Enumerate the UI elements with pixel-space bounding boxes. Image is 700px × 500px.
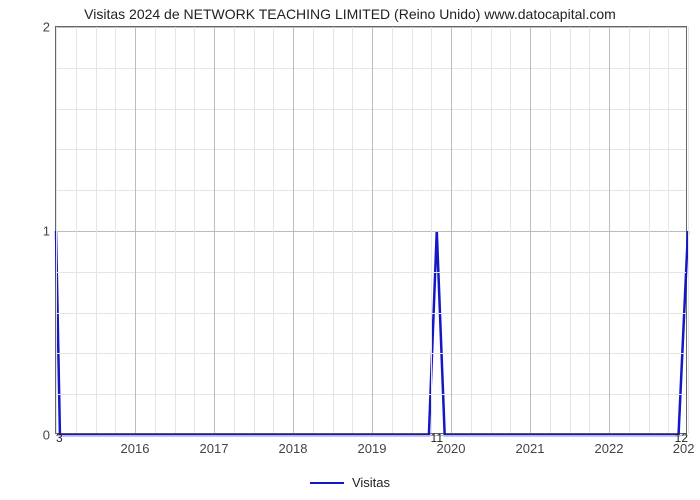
grid-vertical: [392, 27, 393, 433]
grid-vertical: [234, 27, 235, 433]
x-tick-label: 2019: [358, 441, 387, 456]
legend-label: Visitas: [352, 475, 390, 490]
grid-vertical: [471, 27, 472, 433]
grid-vertical: [570, 27, 571, 433]
grid-vertical: [313, 27, 314, 433]
grid-vertical: [372, 27, 373, 433]
chart-title: Visitas 2024 de NETWORK TEACHING LIMITED…: [0, 6, 700, 22]
grid-vertical: [688, 27, 689, 433]
grid-vertical: [609, 27, 610, 433]
grid-vertical: [194, 27, 195, 433]
grid-horizontal: [56, 109, 686, 110]
grid-vertical: [589, 27, 590, 433]
grid-vertical: [273, 27, 274, 433]
grid-vertical: [550, 27, 551, 433]
grid-vertical: [76, 27, 77, 433]
grid-vertical: [214, 27, 215, 433]
legend-swatch: [310, 482, 344, 484]
grid-vertical: [451, 27, 452, 433]
x-tick-label: 2018: [279, 441, 308, 456]
grid-vertical: [431, 27, 432, 433]
grid-vertical: [96, 27, 97, 433]
grid-vertical: [175, 27, 176, 433]
grid-vertical: [649, 27, 650, 433]
grid-vertical: [510, 27, 511, 433]
x-tick-label: 2017: [200, 441, 229, 456]
grid-horizontal: [56, 353, 686, 354]
grid-horizontal: [56, 272, 686, 273]
data-value-label: 11: [431, 431, 443, 445]
legend: Visitas: [0, 474, 700, 490]
x-tick-label: 2021: [516, 441, 545, 456]
grid-vertical: [668, 27, 669, 433]
grid-vertical: [56, 27, 57, 433]
y-tick-label: 1: [20, 224, 50, 239]
grid-horizontal: [56, 231, 686, 232]
grid-vertical: [629, 27, 630, 433]
grid-vertical: [491, 27, 492, 433]
grid-vertical: [293, 27, 294, 433]
grid-vertical: [530, 27, 531, 433]
grid-horizontal: [56, 313, 686, 314]
grid-horizontal: [56, 190, 686, 191]
grid-vertical: [333, 27, 334, 433]
x-tick-label: 2016: [121, 441, 150, 456]
data-value-label: 12: [675, 431, 688, 445]
plot-area: 012201620172018201920202021202220231112: [55, 26, 687, 434]
grid-vertical: [115, 27, 116, 433]
grid-horizontal: [56, 149, 686, 150]
grid-horizontal: [56, 394, 686, 395]
y-tick-label: 0: [20, 428, 50, 443]
grid-horizontal: [56, 435, 686, 436]
grid-vertical: [135, 27, 136, 433]
grid-vertical: [352, 27, 353, 433]
data-value-label: 3: [56, 431, 63, 445]
x-tick-label: 2022: [595, 441, 624, 456]
y-tick-label: 2: [20, 20, 50, 35]
grid-vertical: [155, 27, 156, 433]
grid-horizontal: [56, 68, 686, 69]
grid-vertical: [254, 27, 255, 433]
grid-horizontal: [56, 27, 686, 28]
grid-vertical: [412, 27, 413, 433]
